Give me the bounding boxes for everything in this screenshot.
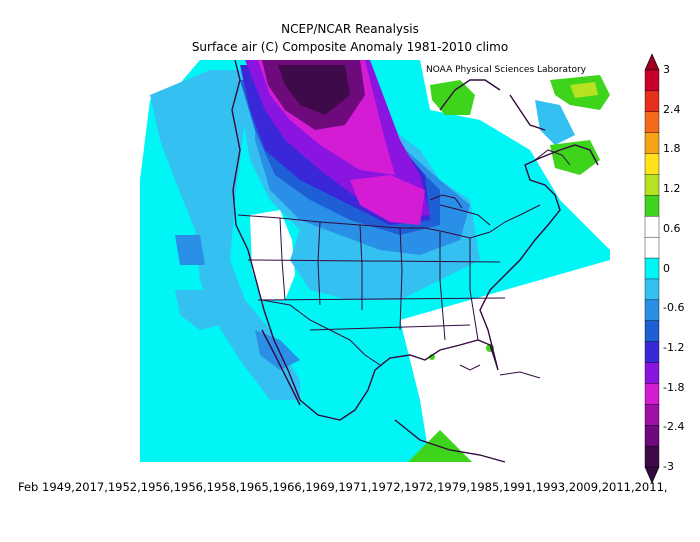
colorbar-swatch [644,278,660,301]
colorbar-swatch [644,404,660,426]
state-line-2 [317,221,321,306]
field-white-nw [140,60,200,180]
colorbar-tick-label: 1.2 [663,182,681,196]
chart-title: NCEP/NCAR Reanalysis [281,22,419,36]
cuba [459,364,481,371]
colorbar-swatch [644,445,660,468]
field-white-se [400,260,610,462]
colorbar-tick-label: 1.8 [663,142,681,156]
colorbar-swatch [644,216,660,238]
state-line-5 [439,232,446,341]
colorbar-swatch [644,111,660,134]
great-lakes [439,204,491,226]
colorbar-tip-top [644,53,660,71]
colorbar-tick-label: -1.8 [663,380,685,394]
colorbar-tick-label: 3 [663,63,670,76]
colorbar-swatch [644,195,660,217]
colorbar-swatch [644,341,660,364]
field-neg-1-8-mexico [255,330,300,370]
credit-label: NOAA Physical Sciences Laboratory [426,65,587,75]
maritime-coast [534,149,571,166]
map-fields [140,60,610,462]
state-line-3 [359,224,363,310]
colorbar-swatch [644,132,660,155]
colorbar-tick-label: 0.6 [663,221,681,235]
hispaniola [499,371,541,379]
arctic-coast [439,79,501,111]
footer-years: Feb 1949,2017,1952,1956,1956,1958,1965,1… [18,480,668,494]
us-mexico-border [261,299,381,366]
us-canada-border [237,204,541,239]
colorbar-tick-label: -2.4 [663,420,685,434]
colorbar-swatch [644,320,660,343]
state-line-h3 [309,324,471,331]
hudson-coast [509,94,546,131]
state-line-h2 [257,297,506,301]
colorbar-tick-label: -1.2 [663,340,685,354]
colorbar-swatch [644,69,660,92]
colorbar-tick-label: -3 [663,460,674,473]
colorbar [644,53,660,484]
colorbar-swatch [644,153,660,175]
state-line-4 [399,227,403,331]
state-line-h1 [247,259,501,263]
colorbar-swatch [644,425,660,447]
field-neg-1-2-west [150,70,300,400]
field-max [278,65,350,115]
colorbar-tip-bottom [644,466,660,484]
colorbar-tick-label: 2.4 [663,102,681,116]
colorbar-swatch [644,257,660,280]
field-pos-1-2 [570,82,598,98]
central-america-coast [394,419,506,463]
baja-coast [261,329,301,406]
political-borders [237,149,571,379]
great-lakes-2 [429,194,463,209]
coastlines [231,59,599,463]
field-neg-1-2-pacific [175,290,240,330]
field-pos-greenland-w [430,80,475,115]
colorbar-tick-label: 0 [663,261,670,275]
field-neg-1-8-small [175,235,205,265]
field-neg-1-2-labrador [535,100,575,145]
colorbar-swatch [644,236,660,259]
chart-subtitle: Surface air (C) Composite Anomaly 1981-2… [191,40,509,54]
colorbar-swatch [644,362,660,384]
coastline-main [231,59,599,421]
state-line-6 [469,238,479,341]
colorbar-swatch [644,383,660,405]
field-magenta-plains [350,175,425,225]
colorbar-tick-label: -0.6 [663,301,685,315]
colorbar-swatch [644,90,660,113]
colorbar-swatch [644,174,660,196]
colorbar-swatch [644,299,660,322]
